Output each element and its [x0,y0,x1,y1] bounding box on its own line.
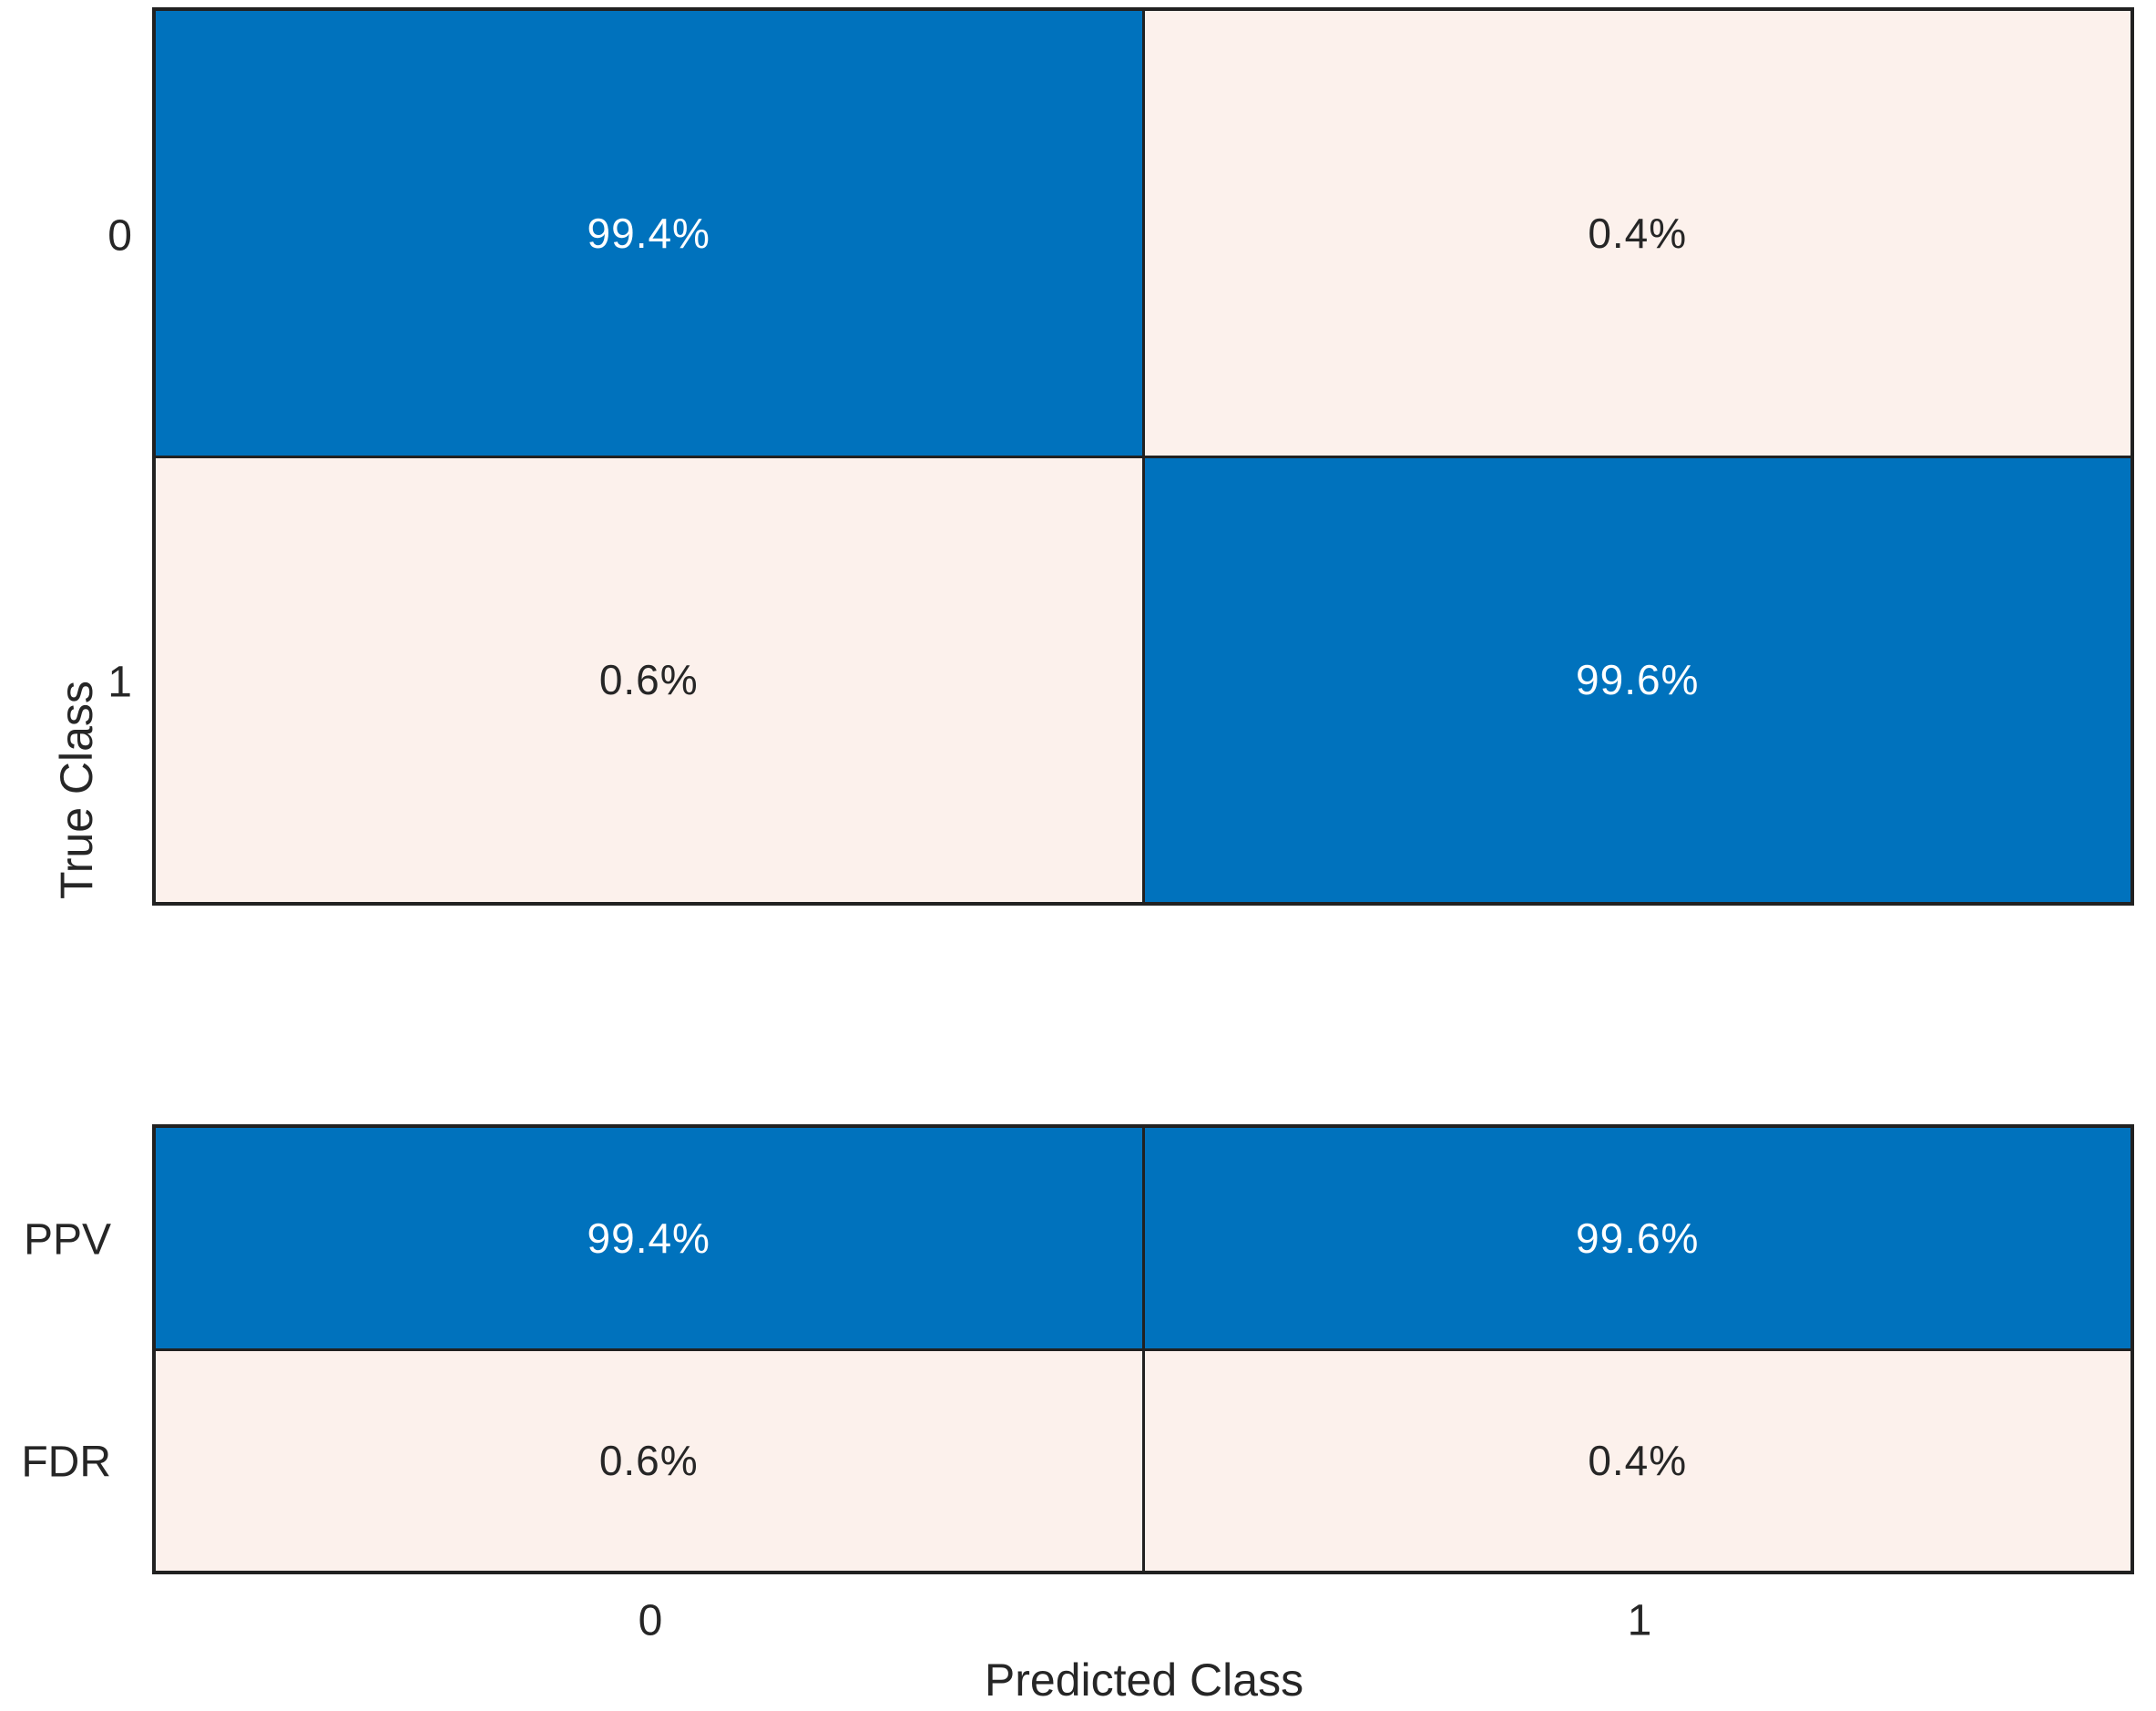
y-tick-class-1: 1 [107,658,132,707]
matrix-cell-true1-pred1: 99.6% [1144,457,2130,902]
confusion-matrix-grid: 99.4% 0.4% 0.6% 99.6% [152,7,2134,906]
x-tick-class-0: 0 [638,1596,663,1645]
cell-value: 0.4% [1588,209,1688,257]
cell-value: 99.6% [1576,656,1700,704]
y-axis-label: True Class [51,681,102,899]
cell-value: 0.6% [598,1437,699,1485]
summary-cell-fdr-pred1: 0.4% [1144,1350,2130,1571]
summary-cell-ppv-pred1: 99.6% [1144,1128,2130,1348]
cell-value: 0.6% [598,656,699,704]
column-summary-grid: 99.4% 99.6% 0.6% 0.4% [152,1124,2134,1574]
cell-value: 99.4% [587,1214,710,1262]
y-tick-class-0: 0 [107,211,132,261]
cell-value: 99.4% [587,209,710,257]
x-tick-class-1: 1 [1627,1596,1652,1645]
summary-row-label-fdr: FDR [21,1438,111,1487]
matrix-cell-true0-pred0: 99.4% [156,11,1142,456]
x-axis-label: Predicted Class [984,1655,1304,1706]
matrix-cell-true0-pred1: 0.4% [1144,11,2130,456]
matrix-cell-true1-pred0: 0.6% [156,457,1142,902]
cell-value: 0.4% [1588,1437,1688,1485]
cell-value: 99.6% [1576,1214,1700,1262]
summary-row-label-ppv: PPV [23,1215,111,1265]
summary-cell-fdr-pred0: 0.6% [156,1350,1142,1571]
summary-cell-ppv-pred0: 99.4% [156,1128,1142,1348]
